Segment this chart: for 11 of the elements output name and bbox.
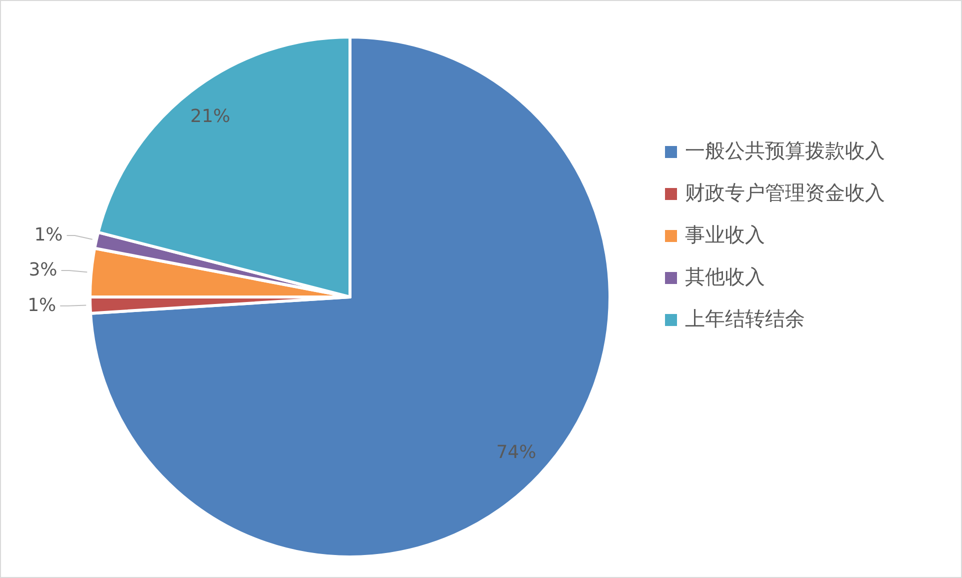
legend-label: 其他收入 [685, 264, 765, 288]
data-label: 1% [28, 294, 56, 316]
legend-label: 事业收入 [685, 222, 765, 246]
legend-label: 财政专户管理资金收入 [685, 180, 885, 204]
data-label: 1% [34, 224, 63, 246]
data-label: 74% [496, 442, 536, 463]
data-label: 21% [190, 106, 230, 127]
legend-label: 一般公共预算拨款收入 [685, 138, 885, 162]
legend-label: 上年结转结余 [685, 306, 805, 330]
data-label: 3% [28, 259, 58, 280]
pie-slice [89, 36, 612, 558]
